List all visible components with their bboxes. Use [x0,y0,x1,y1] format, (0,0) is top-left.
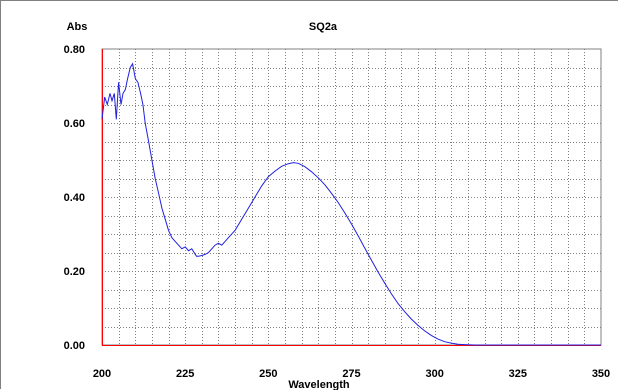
x-tick-label: 275 [342,368,360,380]
x-tick-label: 300 [425,368,443,380]
y-axis-label: Abs [67,21,88,33]
y-tick-label: 0.60 [64,118,85,130]
y-tick-labels: 0.00 0.20 0.40 0.60 0.80 [64,44,85,352]
x-tick-label: 225 [176,368,194,380]
grid-lines [102,49,601,345]
chart-title: SQ2a [309,21,338,33]
x-tick-label: 325 [509,368,527,380]
y-tick-label: 0.40 [64,192,85,204]
y-tick-label: 0.00 [64,340,85,352]
y-tick-label: 0.80 [64,44,85,56]
x-tick-label: 350 [592,368,610,380]
y-tick-label: 0.20 [64,266,85,278]
x-tick-labels: 200 225 250 275 300 325 350 [93,368,610,380]
absorbance-series-line [101,62,601,346]
x-axis-label: Wavelength [288,379,350,390]
x-tick-label: 250 [259,368,277,380]
x-tick-label: 200 [93,368,111,380]
